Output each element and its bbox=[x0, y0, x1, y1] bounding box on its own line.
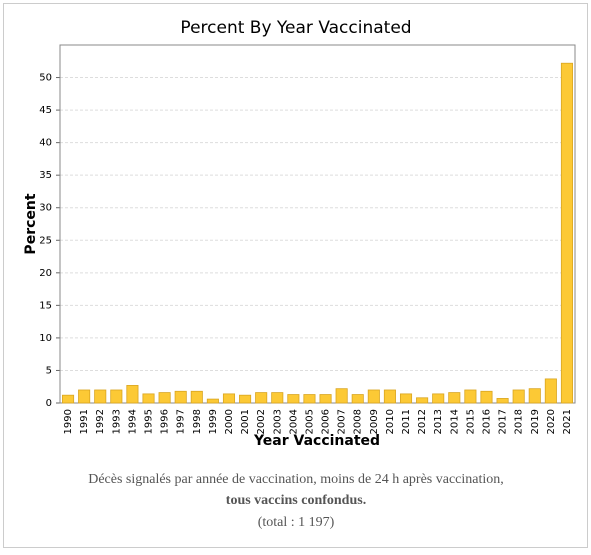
x-tick-label: 2006 bbox=[321, 409, 332, 434]
bar bbox=[62, 394, 75, 404]
y-axis-label: Percent bbox=[23, 193, 39, 254]
x-tick-label: 2008 bbox=[353, 409, 364, 434]
bar bbox=[544, 378, 557, 404]
bar bbox=[287, 394, 300, 404]
x-tick-label: 2002 bbox=[256, 409, 267, 434]
x-tick-label: 2012 bbox=[417, 409, 428, 434]
bar bbox=[174, 390, 187, 404]
x-tick-label: 2004 bbox=[288, 409, 299, 434]
x-tick-label: 2000 bbox=[224, 409, 235, 434]
x-tick-label: 2020 bbox=[546, 409, 557, 434]
x-tick-label: 1993 bbox=[111, 409, 122, 434]
x-tick-label: 1997 bbox=[176, 409, 187, 434]
x-tick-label: 2021 bbox=[562, 409, 573, 434]
bar bbox=[416, 397, 429, 404]
caption-line: tous vaccins confondus. bbox=[226, 493, 366, 508]
caption-line: (total : 1 197) bbox=[258, 515, 335, 530]
bar bbox=[480, 390, 493, 404]
x-tick-label: 1991 bbox=[79, 409, 90, 434]
x-tick-label: 2001 bbox=[240, 409, 251, 434]
bar bbox=[126, 385, 139, 404]
x-tick-label: 1998 bbox=[192, 409, 203, 434]
bar bbox=[512, 389, 525, 404]
bar bbox=[206, 398, 219, 404]
bar bbox=[110, 389, 123, 404]
y-tick-label: 10 bbox=[39, 333, 52, 344]
bar bbox=[190, 390, 203, 404]
x-tick-label: 2003 bbox=[272, 409, 283, 434]
bar bbox=[78, 389, 91, 404]
x-tick-label: 2019 bbox=[530, 409, 541, 434]
y-tick-label: 30 bbox=[39, 203, 52, 214]
plot-frame bbox=[59, 44, 576, 404]
bar bbox=[367, 389, 380, 404]
bar bbox=[239, 394, 252, 404]
x-tick-label: 2016 bbox=[481, 409, 492, 434]
x-tick-label: 2017 bbox=[498, 409, 509, 434]
bar bbox=[94, 389, 107, 404]
x-tick-label: 2015 bbox=[465, 409, 476, 434]
y-tick-label: 40 bbox=[39, 138, 52, 149]
bar bbox=[335, 388, 348, 404]
y-tick-label: 50 bbox=[39, 73, 52, 84]
x-tick-label: 1994 bbox=[127, 409, 138, 434]
bar bbox=[448, 392, 461, 404]
y-tick-label: 5 bbox=[46, 365, 52, 376]
bar bbox=[351, 394, 364, 404]
x-tick-label: 1996 bbox=[160, 409, 171, 434]
x-tick-label: 2007 bbox=[337, 409, 348, 434]
caption-line: Décès signalés par année de vaccination,… bbox=[88, 472, 504, 487]
x-tick-label: 2009 bbox=[369, 409, 380, 434]
bar bbox=[271, 392, 284, 404]
bar bbox=[303, 394, 316, 404]
bar bbox=[528, 388, 541, 404]
bar bbox=[158, 392, 171, 404]
x-axis-label: Year Vaccinated bbox=[253, 433, 380, 449]
x-tick-label: 1992 bbox=[95, 409, 106, 434]
y-tick-label: 35 bbox=[39, 170, 52, 181]
x-tick-label: 1990 bbox=[63, 409, 74, 434]
bar bbox=[222, 393, 236, 404]
bar bbox=[464, 389, 477, 404]
x-tick-label: 1995 bbox=[144, 409, 155, 434]
x-tick-label: 2005 bbox=[304, 409, 315, 434]
y-tick-label: 15 bbox=[39, 300, 52, 311]
frame bbox=[3, 3, 588, 548]
x-tick-label: 2014 bbox=[449, 409, 460, 434]
y-tick-label: 20 bbox=[39, 268, 52, 279]
x-tick-label: 2013 bbox=[433, 409, 444, 434]
y-tick-label: 0 bbox=[46, 398, 52, 409]
x-tick-label: 2010 bbox=[385, 409, 396, 434]
y-tick-label: 45 bbox=[39, 105, 52, 116]
bar bbox=[560, 62, 573, 404]
x-tick-label: 2018 bbox=[514, 409, 525, 434]
bar bbox=[383, 389, 396, 404]
bar bbox=[255, 392, 268, 404]
bar bbox=[142, 393, 155, 404]
bar bbox=[399, 393, 413, 404]
bar bbox=[496, 398, 509, 404]
chart-title: Percent By Year Vaccinated bbox=[180, 18, 411, 38]
x-tick-label: 2011 bbox=[401, 409, 412, 434]
bar bbox=[319, 394, 332, 404]
x-tick-label: 1999 bbox=[208, 409, 219, 434]
bar bbox=[432, 393, 445, 404]
y-tick-label: 25 bbox=[39, 235, 52, 246]
